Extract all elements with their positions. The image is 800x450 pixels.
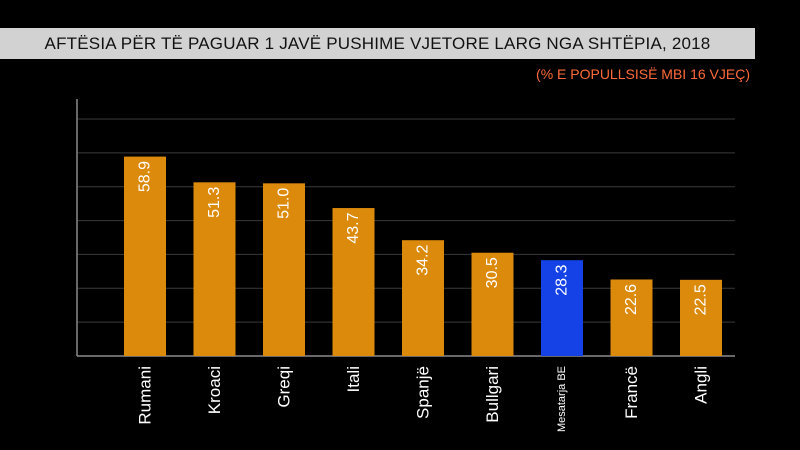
x-tick-label: Rumani xyxy=(136,366,155,425)
data-label: 43.7 xyxy=(345,212,362,243)
x-tick-label: Francë xyxy=(622,366,641,419)
bar xyxy=(402,240,444,356)
data-label: 51.0 xyxy=(276,188,293,219)
data-label: 22.6 xyxy=(623,284,640,315)
chart-subtitle: (% E POPULLSISË MBI 16 VJEÇ) xyxy=(536,66,750,82)
data-label: 34.2 xyxy=(415,245,432,276)
data-label: 22.5 xyxy=(693,284,710,315)
bar xyxy=(263,183,305,356)
bar xyxy=(610,279,653,356)
bar xyxy=(124,156,166,356)
x-tick-label: Spanjë xyxy=(414,366,433,419)
bar xyxy=(541,260,583,356)
data-label: 51.3 xyxy=(206,187,223,218)
bar xyxy=(193,182,236,356)
chart-title: AFTËSIA PËR TË PAGUAR 1 JAVË PUSHIME VJE… xyxy=(44,33,711,53)
x-tick-label: Bullgari xyxy=(483,366,502,423)
bar xyxy=(680,279,722,356)
x-tick-label: Kroaci xyxy=(205,366,224,414)
data-label: 30.5 xyxy=(484,257,501,288)
bar xyxy=(471,252,514,356)
x-tick-label: Itali xyxy=(344,366,363,392)
title-bar: AFTËSIA PËR TË PAGUAR 1 JAVË PUSHIME VJE… xyxy=(0,28,755,59)
bar xyxy=(332,208,375,356)
x-tick-label: Greqi xyxy=(275,366,294,408)
data-label: 28.3 xyxy=(554,265,571,296)
x-tick-label: Mesatarja BE xyxy=(556,366,568,432)
x-tick-label: Angli xyxy=(692,366,711,404)
data-label: 58.9 xyxy=(137,161,154,192)
